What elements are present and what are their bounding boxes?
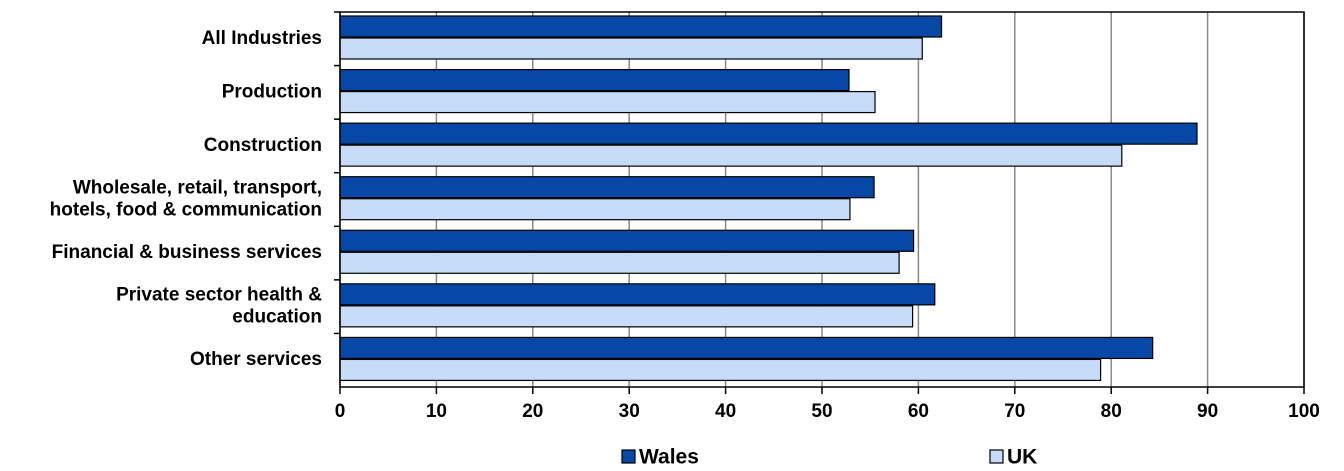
x-tick-label: 100 xyxy=(1288,401,1320,422)
bar xyxy=(339,229,915,252)
legend-swatch xyxy=(621,449,636,464)
legend-label: Wales xyxy=(639,446,699,469)
y-tick-label: Private sector health & education xyxy=(116,285,322,328)
y-tick-label: Financial & business services xyxy=(52,242,322,263)
bar xyxy=(339,144,1123,167)
bar xyxy=(339,336,1154,360)
y-tick-label: All Industries xyxy=(202,28,322,49)
legend-item: UK xyxy=(989,446,1037,469)
x-tick-label: 30 xyxy=(619,401,640,422)
x-tick-label: 20 xyxy=(522,401,543,422)
bar xyxy=(339,283,936,306)
bar xyxy=(339,15,943,38)
bar xyxy=(339,68,850,92)
bar xyxy=(339,198,851,221)
y-tick-label: Wholesale, retail, transport, hotels, foo… xyxy=(50,178,322,221)
bar xyxy=(339,358,1102,382)
x-tick-label: 50 xyxy=(811,401,832,422)
legend-swatch xyxy=(989,449,1004,464)
y-tick-label: Other services xyxy=(190,349,322,370)
bar xyxy=(339,90,876,114)
y-tick-label: Construction xyxy=(204,135,322,156)
y-tick-label: Production xyxy=(222,81,322,102)
legend-item: Wales xyxy=(621,446,699,469)
bar xyxy=(339,176,875,199)
plot-border xyxy=(339,11,1305,388)
x-tick-label: 90 xyxy=(1197,401,1218,422)
bar xyxy=(339,251,900,274)
legend-label: UK xyxy=(1007,446,1037,469)
bar xyxy=(339,122,1198,145)
x-tick-label: 60 xyxy=(908,401,929,422)
x-tick-label: 40 xyxy=(715,401,736,422)
bar xyxy=(339,305,914,328)
bar xyxy=(339,37,923,60)
x-tick-label: 70 xyxy=(1004,401,1025,422)
x-tick-label: 0 xyxy=(335,401,346,422)
x-tick-label: 80 xyxy=(1101,401,1122,422)
x-tick-label: 10 xyxy=(426,401,447,422)
